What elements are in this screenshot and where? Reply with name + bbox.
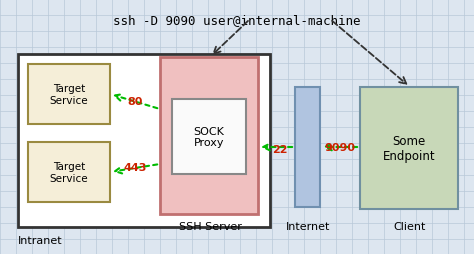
Bar — [172, 100, 246, 174]
Text: 80: 80 — [128, 97, 143, 107]
Text: Intranet: Intranet — [18, 235, 63, 245]
Bar — [18, 55, 270, 227]
Text: 9090: 9090 — [325, 142, 356, 152]
Bar — [360, 88, 458, 209]
Text: Target
Service: Target Service — [50, 84, 88, 105]
Bar — [28, 65, 110, 124]
Text: 22: 22 — [272, 145, 288, 154]
Text: ssh -D 9090 user@internal-machine: ssh -D 9090 user@internal-machine — [113, 14, 361, 27]
Text: 443: 443 — [123, 162, 146, 172]
Text: Target
Service: Target Service — [50, 162, 88, 183]
Bar — [295, 88, 320, 207]
Text: Internet: Internet — [286, 221, 330, 231]
Bar — [160, 58, 258, 214]
Text: SOCK
Proxy: SOCK Proxy — [193, 126, 224, 148]
Text: Some
Endpoint: Some Endpoint — [383, 134, 435, 162]
Text: Client: Client — [394, 221, 426, 231]
Text: SSH Server: SSH Server — [179, 221, 241, 231]
Bar — [28, 142, 110, 202]
